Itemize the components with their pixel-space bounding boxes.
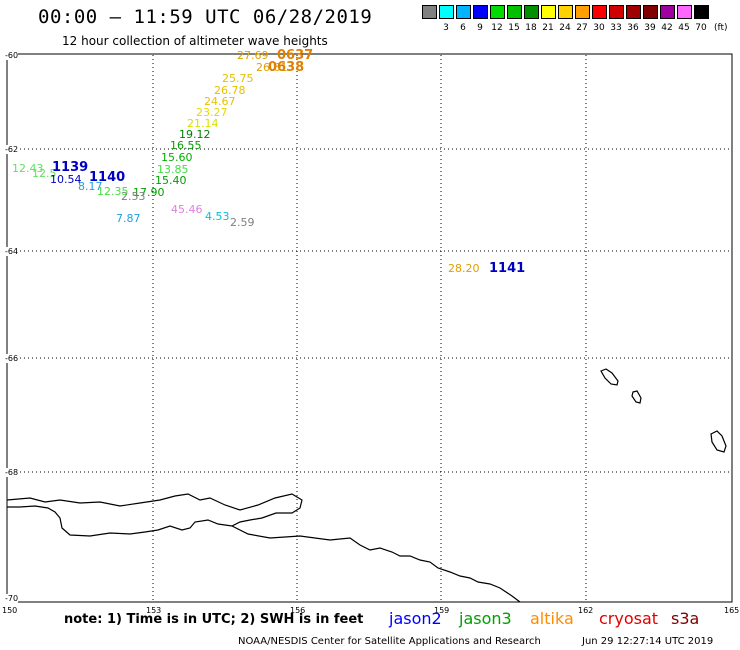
- antarctic-coastline: [6, 493, 303, 537]
- map-frame: [6, 53, 733, 603]
- pass-time-label: 0638: [268, 60, 305, 75]
- wave-height-label: 8.17: [78, 180, 103, 193]
- legend-swatch: [626, 5, 641, 19]
- legend-unit: (ft): [714, 23, 728, 33]
- legend-tick-label: 18: [525, 23, 537, 33]
- legend-tick-label: 30: [593, 23, 605, 33]
- map-subtitle: 12 hour collection of altimeter wave hei…: [62, 34, 328, 48]
- wave-height-label: 28.20: [448, 262, 480, 275]
- legend-swatch: [592, 5, 607, 19]
- map-title: 00:00 – 11:59 UTC 06/28/2019: [38, 6, 373, 28]
- wave-height-label: 15.40: [155, 174, 187, 187]
- pass-time-label: 1139: [52, 160, 89, 175]
- legend-swatch: [660, 5, 675, 19]
- longitude-label: 162: [578, 606, 594, 615]
- island-3: [710, 430, 727, 453]
- credit-org: NOAA/NESDIS Center for Satellite Applica…: [238, 636, 541, 647]
- longitude-label: 159: [434, 606, 450, 615]
- legend-swatch: [422, 5, 437, 19]
- satellite-jason2: jason2: [389, 609, 442, 628]
- latitude-label: -60: [5, 51, 19, 60]
- satellite-altika: altika: [530, 609, 574, 628]
- credit-timestamp: Jun 29 12:27:14 UTC 2019: [582, 636, 714, 647]
- pass-time-label: 0637: [277, 48, 314, 63]
- wave-height-label: 23.27: [196, 106, 228, 119]
- legend-swatch: [541, 5, 556, 19]
- wave-height-label: 26.61: [256, 61, 288, 74]
- satellite-s3a: s3a: [671, 609, 700, 628]
- legend-tick-label: 33: [610, 23, 622, 33]
- legend-tick-label: 12: [491, 23, 503, 33]
- wave-height-label: 27.69: [237, 49, 269, 62]
- wave-height-label: 19.12: [179, 128, 211, 141]
- footer-note: note: 1) Time is in UTC; 2) SWH is in fe…: [64, 612, 364, 627]
- legend-swatch: [677, 5, 692, 19]
- longitude-label: 156: [290, 606, 306, 615]
- legend-tick-label: 9: [477, 23, 483, 33]
- latitude-label: -64: [5, 247, 19, 256]
- wave-height-label: 26.78: [214, 84, 246, 97]
- legend-swatch: [643, 5, 658, 19]
- island-2: [631, 390, 642, 404]
- legend-tick-label: 24: [559, 23, 571, 33]
- wave-height-label: 21.14: [187, 117, 219, 130]
- legend-tick-label: 15: [508, 23, 520, 33]
- longitude-label: 165: [724, 606, 740, 615]
- legend-tick-label: 27: [576, 23, 588, 33]
- pass-time-label: 1140: [89, 170, 126, 185]
- legend-swatch: [575, 5, 590, 19]
- legend-tick-label: 39: [644, 23, 656, 33]
- graticule: [8, 55, 731, 601]
- legend-swatch: [524, 5, 539, 19]
- wave-height-label: 2.59: [230, 216, 255, 229]
- latitude-label: -66: [5, 354, 19, 363]
- legend-tick-label: 36: [627, 23, 639, 33]
- legend-tick-label: 21: [542, 23, 554, 33]
- wave-height-label: 12.43: [12, 162, 44, 175]
- wave-height-label: 12.5: [32, 167, 57, 180]
- legend-swatch: [490, 5, 505, 19]
- wave-height-label: 7.87: [116, 212, 141, 225]
- legend-tick-label: 70: [695, 23, 707, 33]
- legend-swatch: [439, 5, 454, 19]
- legend-swatch: [558, 5, 573, 19]
- wave-height-label: 25.75: [222, 72, 254, 85]
- longitude-label: 150: [2, 606, 18, 615]
- legend-swatch: [694, 5, 709, 19]
- legend-tick-label: 6: [460, 23, 466, 33]
- satellite-jason3: jason3: [459, 609, 512, 628]
- wave-height-label: 10.54: [50, 173, 82, 186]
- legend-tick-label: 3: [443, 23, 449, 33]
- wave-height-label: 13.85: [157, 163, 189, 176]
- antarctic-coastline-east: [231, 525, 521, 603]
- wave-height-label: 12.35: [97, 185, 129, 198]
- wave-height-label: 24.67: [204, 95, 236, 108]
- legend-tick-label: 45: [678, 23, 690, 33]
- latitude-label: -68: [5, 468, 19, 477]
- wave-height-label: 2.53: [121, 190, 146, 203]
- pass-time-label: 1141: [489, 261, 526, 276]
- wave-height-label: 17.90: [133, 186, 165, 199]
- satellite-cryosat: cryosat: [599, 609, 659, 628]
- legend-swatch: [507, 5, 522, 19]
- legend-swatch: [609, 5, 624, 19]
- legend-tick-label: 42: [661, 23, 673, 33]
- wave-height-label: 45.46: [171, 203, 203, 216]
- legend-swatch: [473, 5, 488, 19]
- latitude-label: -62: [5, 145, 19, 154]
- wave-height-label: 15.60: [161, 151, 193, 164]
- wave-height-label: 4.53: [205, 210, 230, 223]
- latitude-label: -70: [5, 594, 19, 603]
- legend-swatch: [456, 5, 471, 19]
- wave-height-label: 16.55: [170, 139, 202, 152]
- longitude-label: 153: [146, 606, 162, 615]
- island-1: [600, 368, 619, 386]
